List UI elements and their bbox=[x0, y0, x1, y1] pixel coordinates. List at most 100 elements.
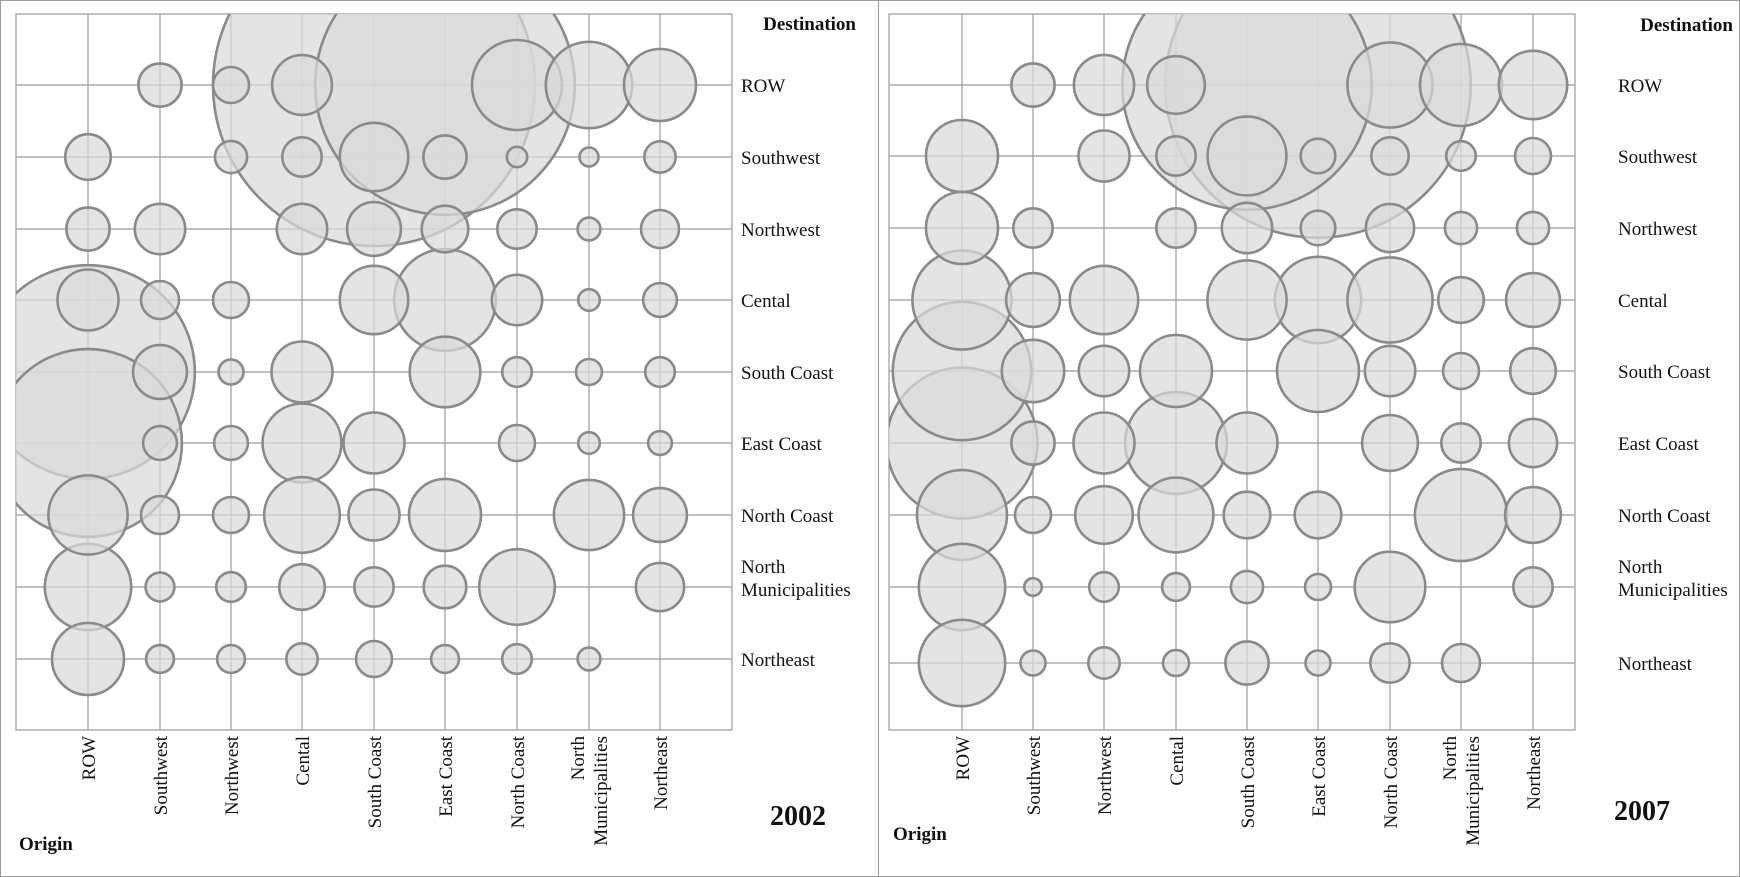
bubble-north-municipalities-to-cental: North Municipalities → Cental: 0.09 bbox=[576, 287, 602, 313]
bubble-cental-to-south-coast: Cental → South Coast: 1 bbox=[1138, 333, 1214, 409]
panel-year-label: 2002 bbox=[770, 801, 826, 832]
bubble-northwest-to-southwest: Northwest → Southwest: 0.5 bbox=[1077, 129, 1131, 183]
bubble-north-coast-to-southwest: North Coast → Southwest: 0.27 bbox=[1369, 136, 1410, 177]
bubble-cental-to-northeast: Cental → Northeast: 0.19 bbox=[284, 641, 319, 676]
bubble-cental-to-north-coast: Cental → North Coast: 1.08 bbox=[1137, 476, 1215, 554]
destination-label-east-coast: East Coast bbox=[741, 434, 822, 455]
y-axis-title: Destination bbox=[1640, 15, 1733, 36]
bubble-north-municipalities-to-north-coast: North Municipalities → North Coast: 1.64 bbox=[1413, 467, 1509, 563]
destination-label-north-municipalities: North Municipalities bbox=[741, 557, 851, 601]
bubble-northeast-to-east-coast: Northeast → East Coast: 0.11 bbox=[646, 429, 674, 457]
bubble-north-municipalities-to-northwest: North Municipalities → Northwest: 0.1 bbox=[576, 216, 602, 242]
bubble-northwest-to-northeast: Northwest → Northeast: 0.19 bbox=[1087, 645, 1122, 680]
bubble-northwest-to-northeast: Northwest → Northeast: 0.15 bbox=[215, 643, 247, 675]
bubble-north-coast-to-cental: North Coast → Cental: 0.49 bbox=[490, 273, 544, 327]
destination-label-south-coast: South Coast bbox=[1618, 362, 1711, 383]
bubble-southwest-to-northwest: Southwest → Northwest: 0.49 bbox=[133, 202, 187, 256]
origin-label-south-coast: South Coast bbox=[1238, 735, 1259, 828]
origin-label-north-municipalities: North Municipalities bbox=[568, 736, 612, 846]
bubble-cental-to-east-coast: Cental → East Coast: 1.2 bbox=[261, 402, 343, 484]
bubble-east-coast-to-north-coast: East Coast → North Coast: 1 bbox=[407, 477, 483, 553]
svg-text:North: North bbox=[568, 736, 589, 781]
destination-label-cental: Cental bbox=[1618, 291, 1668, 312]
bubble-southwest-to-north-coast: Southwest → North Coast: 0.28 bbox=[139, 494, 181, 536]
bubble-southwest-to-row: Southwest → ROW: 0.36 bbox=[1010, 62, 1056, 108]
destination-label-northeast: Northeast bbox=[1618, 654, 1693, 675]
bubble-cental-to-row: Cental → ROW: 0.64 bbox=[1145, 54, 1207, 116]
bubble-northeast-to-cental: Northeast → Cental: 0.56 bbox=[1504, 271, 1562, 329]
bubble-cental-to-southwest: Cental → Southwest: 0.3 bbox=[1154, 135, 1197, 178]
bubble-east-coast-to-north-municipalities: East Coast → North Municipalities: 0.35 bbox=[422, 564, 468, 610]
bubble-south-coast-to-east-coast: South Coast → East Coast: 0.72 bbox=[342, 411, 406, 475]
bubble-northeast-to-northwest: Northeast → Northwest: 0.2 bbox=[1515, 210, 1551, 246]
destination-label-southwest: Southwest bbox=[1618, 147, 1698, 168]
bubble-northeast-to-southwest: Northeast → Southwest: 0.25 bbox=[1513, 136, 1553, 176]
chart-svg-2007: East Coast → ROW: 18South Coast → ROW: 1… bbox=[888, 13, 1733, 846]
origin-label-southwest: Southwest bbox=[1024, 735, 1045, 815]
bubble-row-to-northwest: ROW → Northwest: 0.36 bbox=[65, 206, 111, 252]
bubble-north-coast-to-northeast: North Coast → Northeast: 0.17 bbox=[500, 642, 534, 676]
bubble-east-coast-to-north-coast: East Coast → North Coast: 0.42 bbox=[1293, 490, 1343, 540]
bubble-north-municipalities-to-north-coast: North Municipalities → North Coast: 0.95 bbox=[552, 478, 626, 552]
bubble-north-coast-to-southwest: North Coast → Southwest: 0.08 bbox=[505, 145, 529, 169]
destination-label-northeast: Northeast bbox=[741, 650, 816, 671]
bubble-southwest-to-east-coast: Southwest → East Coast: 0.36 bbox=[1010, 420, 1056, 466]
origin-label-northeast: Northeast bbox=[1524, 735, 1545, 810]
bubble-northwest-to-north-municipalities: Northwest → North Municipalities: 0.17 bbox=[214, 570, 248, 604]
bubble-northeast-to-row: Northeast → ROW: 1 bbox=[622, 47, 698, 123]
origin-label-north-coast: North Coast bbox=[1381, 735, 1402, 828]
destination-label-northwest: Northwest bbox=[741, 220, 821, 241]
origin-label-north-coast: North Coast bbox=[508, 735, 529, 828]
bubble-cental-to-northwest: Cental → Northwest: 0.49 bbox=[275, 202, 329, 256]
origin-label-cental: Cental bbox=[293, 736, 314, 786]
bubble-east-coast-to-southwest: East Coast → Southwest: 0.23 bbox=[1299, 137, 1337, 175]
bubble-north-municipalities-to-southwest: North Municipalities → Southwest: 0.07 bbox=[578, 146, 600, 168]
svg-text:South Coast: South Coast bbox=[365, 735, 386, 828]
svg-text:Municipalities: Municipalities bbox=[1463, 736, 1484, 846]
bubble-southwest-to-north-municipalities: Southwest → North Municipalities: 0.16 bbox=[144, 571, 176, 603]
bubble-northeast-to-northwest: Northeast → Northwest: 0.28 bbox=[639, 208, 681, 250]
bubble-northwest-to-southwest: Northwest → Southwest: 0.2 bbox=[213, 139, 249, 175]
bubble-north-coast-to-east-coast: North Coast → East Coast: 0.25 bbox=[497, 423, 537, 463]
destination-label-north-coast: North Coast bbox=[1618, 506, 1711, 527]
bubble-east-coast-to-north-municipalities: East Coast → North Municipalities: 0.13 bbox=[1303, 572, 1333, 602]
bubble-east-coast-to-northwest: East Coast → Northwest: 0.23 bbox=[1299, 209, 1337, 247]
bubble-northeast-to-southwest: Northeast → Southwest: 0.19 bbox=[642, 140, 677, 175]
origin-label-north-municipalities: North Municipalities bbox=[1440, 736, 1484, 846]
bubble-row-to-north-coast: ROW → North Coast: 1.21 bbox=[47, 474, 129, 556]
origin-label-east-coast: East Coast bbox=[436, 735, 457, 816]
bubble-southwest-to-cental: Southwest → Cental: 0.56 bbox=[1004, 271, 1062, 329]
bubble-southwest-to-northeast: Southwest → Northeast: 0.12 bbox=[1019, 649, 1047, 677]
destination-label-cental: Cental bbox=[741, 291, 791, 312]
origin-label-northwest: Northwest bbox=[222, 735, 243, 815]
bubble-cental-to-north-coast: Cental → North Coast: 1.1 bbox=[262, 475, 342, 555]
bubble-north-municipalities-to-northwest: North Municipalities → Northwest: 0.2 bbox=[1443, 210, 1479, 246]
bubble-south-coast-to-north-coast: South Coast → North Coast: 0.5 bbox=[347, 488, 401, 542]
panel-divider bbox=[878, 0, 879, 877]
svg-text:East Coast: East Coast bbox=[436, 735, 457, 816]
bubble-east-coast-to-northeast: East Coast → Northeast: 0.12 bbox=[1304, 649, 1332, 677]
bubble-north-coast-to-north-municipalities: North Coast → North Municipalities: 0.96 bbox=[1353, 550, 1427, 624]
bubble-southwest-to-north-municipalities: Southwest → North Municipalities: 0.06 bbox=[1022, 576, 1044, 598]
panel-year-label: 2007 bbox=[1614, 796, 1670, 827]
bubble-cental-to-north-municipalities: Cental → North Municipalities: 0.4 bbox=[277, 562, 327, 612]
bubble-southwest-to-northeast: Southwest → Northeast: 0.15 bbox=[144, 643, 176, 675]
bubble-northwest-to-south-coast: Northwest → South Coast: 0.12 bbox=[217, 358, 245, 386]
bubble-north-municipalities-to-east-coast: North Municipalities → East Coast: 0.09 bbox=[576, 430, 602, 456]
destination-label-northwest: Northwest bbox=[1618, 219, 1698, 240]
bubble-southwest-to-cental: Southwest → Cental: 0.28 bbox=[139, 279, 181, 321]
bubble-north-coast-to-south-coast: North Coast → South Coast: 0.17 bbox=[500, 355, 534, 389]
destination-label-east-coast: East Coast bbox=[1618, 434, 1699, 455]
bubble-north-coast-to-north-municipalities: North Coast → North Municipalities: 1.1 bbox=[477, 547, 557, 627]
bubble-northeast-to-north-municipalities: Northeast → North Municipalities: 0.45 bbox=[634, 561, 686, 613]
svg-text:ROW: ROW bbox=[953, 736, 974, 780]
bubble-northeast-to-north-coast: Northeast → North Coast: 0.6 bbox=[1503, 485, 1563, 545]
bubble-north-municipalities-to-row: North Municipalities → ROW: 1.44 bbox=[544, 40, 634, 130]
bubble-cental-to-southwest: Cental → Southwest: 0.3 bbox=[280, 136, 323, 179]
svg-text:North Coast: North Coast bbox=[508, 735, 529, 828]
bubble-north-municipalities-to-southwest: North Municipalities → Southwest: 0.17 bbox=[1444, 139, 1478, 173]
bubble-southwest-to-row: Southwest → ROW: 0.36 bbox=[137, 62, 183, 108]
bubble-north-coast-to-northwest: North Coast → Northwest: 0.3 bbox=[495, 208, 538, 251]
bubble-east-coast-to-southwest: East Coast → Southwest: 0.36 bbox=[422, 134, 468, 180]
bubble-row-to-north-municipalities: ROW → North Municipalities: 1.44 bbox=[43, 542, 133, 632]
